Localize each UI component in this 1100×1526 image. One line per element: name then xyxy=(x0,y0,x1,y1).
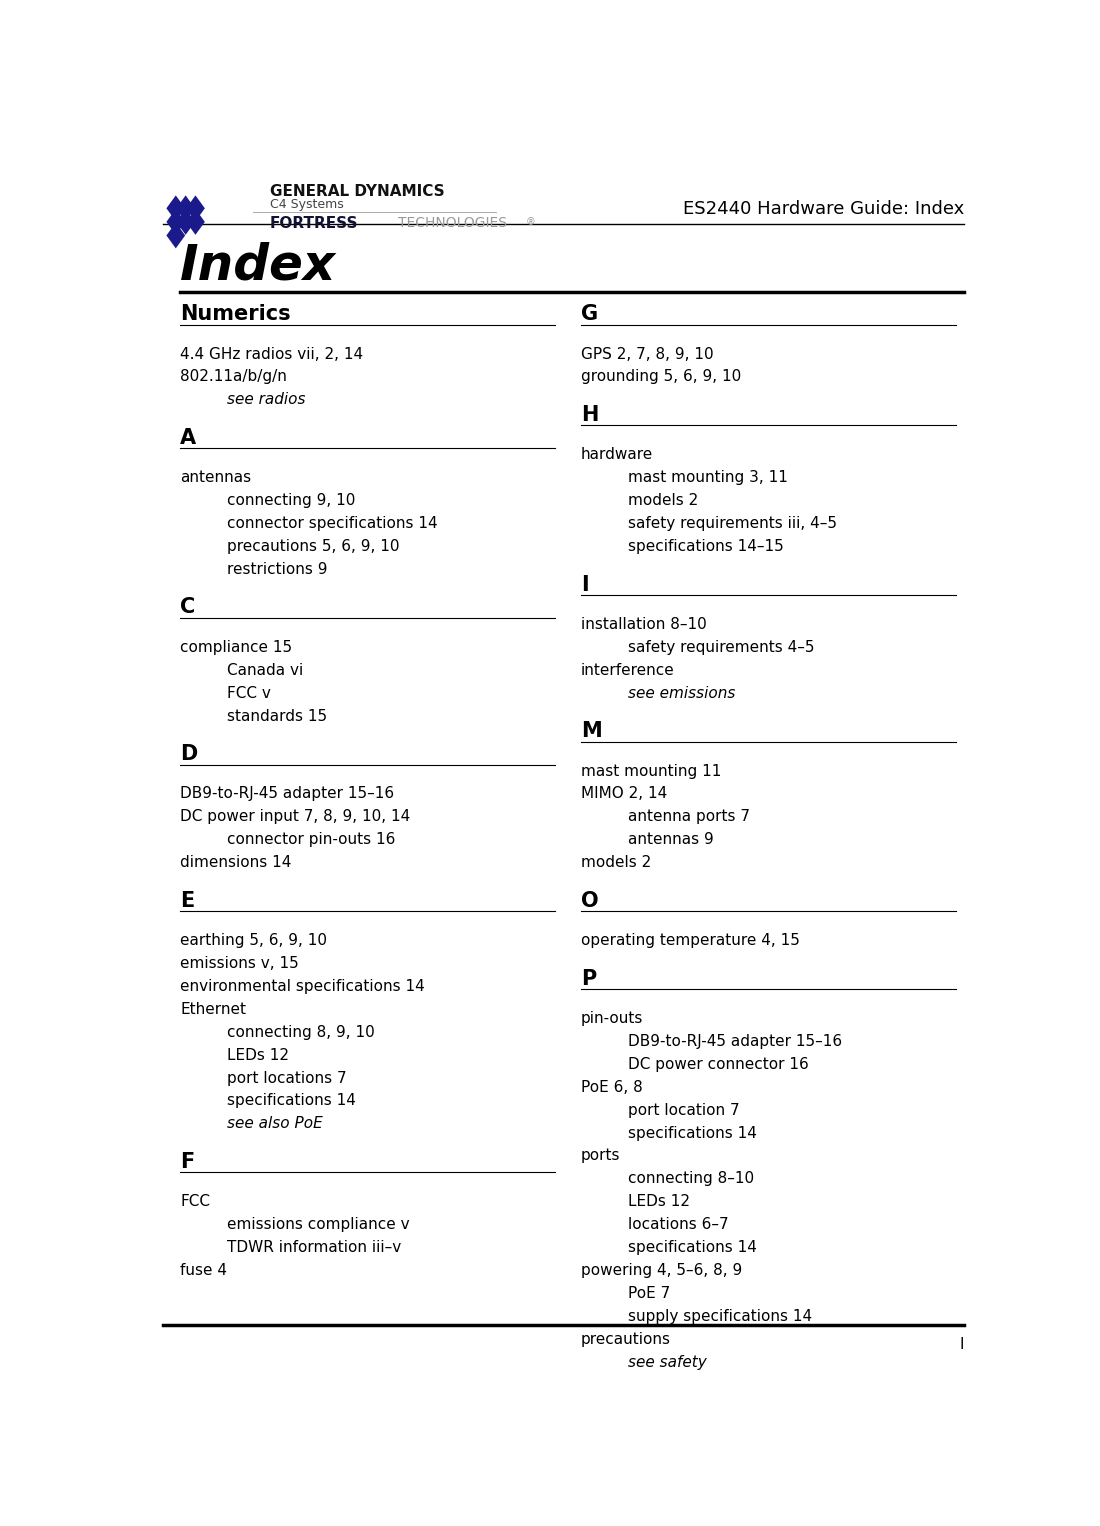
Text: F: F xyxy=(180,1152,195,1172)
Text: see emissions: see emissions xyxy=(628,685,735,700)
Text: TDWR information iii–v: TDWR information iii–v xyxy=(227,1241,402,1256)
Text: dimensions 14: dimensions 14 xyxy=(180,855,292,870)
Text: hardware: hardware xyxy=(581,447,653,462)
Text: models 2: models 2 xyxy=(581,855,651,870)
Text: powering 4, 5–6, 8, 9: powering 4, 5–6, 8, 9 xyxy=(581,1264,743,1279)
Text: LEDs 12: LEDs 12 xyxy=(628,1195,690,1209)
Text: environmental specifications 14: environmental specifications 14 xyxy=(180,980,425,993)
Text: GENERAL DYNAMICS: GENERAL DYNAMICS xyxy=(270,185,444,200)
Text: safety requirements iii, 4–5: safety requirements iii, 4–5 xyxy=(628,516,837,531)
Text: E: E xyxy=(180,891,195,911)
Text: emissions compliance v: emissions compliance v xyxy=(227,1218,409,1231)
Text: specifications 14–15: specifications 14–15 xyxy=(628,539,783,554)
Text: LEDs 12: LEDs 12 xyxy=(227,1048,289,1062)
Text: mast mounting 11: mast mounting 11 xyxy=(581,763,722,778)
Text: restrictions 9: restrictions 9 xyxy=(227,562,328,577)
Text: DB9-to-RJ-45 adapter 15–16: DB9-to-RJ-45 adapter 15–16 xyxy=(628,1035,842,1048)
Text: precautions: precautions xyxy=(581,1332,671,1347)
Text: TECHNOLOGIES: TECHNOLOGIES xyxy=(397,217,506,230)
Text: O: O xyxy=(581,891,598,911)
Text: see also PoE: see also PoE xyxy=(227,1117,322,1131)
Text: M: M xyxy=(581,722,602,742)
Text: 802.11a/b/g/n: 802.11a/b/g/n xyxy=(180,369,287,385)
Text: models 2: models 2 xyxy=(628,493,697,508)
Text: port location 7: port location 7 xyxy=(628,1103,739,1117)
Text: DC power connector 16: DC power connector 16 xyxy=(628,1058,808,1071)
Text: PoE 7: PoE 7 xyxy=(628,1286,670,1302)
Text: port locations 7: port locations 7 xyxy=(227,1071,346,1085)
Text: 4.4 GHz radios vii, 2, 14: 4.4 GHz radios vii, 2, 14 xyxy=(180,346,363,362)
Text: antennas 9: antennas 9 xyxy=(628,832,714,847)
Text: C: C xyxy=(180,598,196,618)
Text: D: D xyxy=(180,745,197,765)
Text: Ethernet: Ethernet xyxy=(180,1003,246,1016)
Text: Canada vi: Canada vi xyxy=(227,662,304,678)
Text: FCC: FCC xyxy=(180,1195,210,1209)
Text: specifications 14: specifications 14 xyxy=(628,1126,757,1140)
Text: supply specifications 14: supply specifications 14 xyxy=(628,1309,812,1325)
Text: ports: ports xyxy=(581,1149,620,1163)
Text: ®: ® xyxy=(526,218,535,227)
Text: interference: interference xyxy=(581,662,674,678)
Text: emissions v, 15: emissions v, 15 xyxy=(180,955,299,971)
Text: earthing 5, 6, 9, 10: earthing 5, 6, 9, 10 xyxy=(180,932,327,948)
Polygon shape xyxy=(166,195,185,221)
Polygon shape xyxy=(176,209,195,235)
Text: antenna ports 7: antenna ports 7 xyxy=(628,809,750,824)
Text: PoE 6, 8: PoE 6, 8 xyxy=(581,1080,642,1094)
Text: Numerics: Numerics xyxy=(180,304,290,324)
Text: ES2440 Hardware Guide: Index: ES2440 Hardware Guide: Index xyxy=(683,200,965,218)
Text: specifications 14: specifications 14 xyxy=(628,1241,757,1256)
Text: FCC v: FCC v xyxy=(227,685,271,700)
Text: standards 15: standards 15 xyxy=(227,708,327,723)
Text: mast mounting 3, 11: mast mounting 3, 11 xyxy=(628,470,788,485)
Text: installation 8–10: installation 8–10 xyxy=(581,617,706,632)
Text: connector pin-outs 16: connector pin-outs 16 xyxy=(227,832,395,847)
Text: operating temperature 4, 15: operating temperature 4, 15 xyxy=(581,932,800,948)
Text: connecting 8–10: connecting 8–10 xyxy=(628,1172,754,1186)
Text: GPS 2, 7, 8, 9, 10: GPS 2, 7, 8, 9, 10 xyxy=(581,346,714,362)
Text: safety requirements 4–5: safety requirements 4–5 xyxy=(628,639,814,655)
Polygon shape xyxy=(166,223,185,249)
Text: A: A xyxy=(180,427,196,447)
Polygon shape xyxy=(186,209,205,235)
Text: antennas: antennas xyxy=(180,470,251,485)
Text: locations 6–7: locations 6–7 xyxy=(628,1218,728,1231)
Polygon shape xyxy=(186,195,205,221)
Text: I: I xyxy=(581,574,589,595)
Text: connecting 8, 9, 10: connecting 8, 9, 10 xyxy=(227,1025,375,1039)
Text: connector specifications 14: connector specifications 14 xyxy=(227,516,438,531)
Text: Index: Index xyxy=(180,241,337,290)
Text: DC power input 7, 8, 9, 10, 14: DC power input 7, 8, 9, 10, 14 xyxy=(180,809,410,824)
Text: specifications 14: specifications 14 xyxy=(227,1094,356,1108)
Text: DB9-to-RJ-45 adapter 15–16: DB9-to-RJ-45 adapter 15–16 xyxy=(180,786,394,801)
Text: P: P xyxy=(581,969,596,989)
Text: H: H xyxy=(581,404,598,424)
Text: grounding 5, 6, 9, 10: grounding 5, 6, 9, 10 xyxy=(581,369,741,385)
Text: see radios: see radios xyxy=(227,392,306,407)
Text: C4 Systems: C4 Systems xyxy=(270,198,343,211)
Polygon shape xyxy=(176,195,195,221)
Text: compliance 15: compliance 15 xyxy=(180,639,293,655)
Text: connecting 9, 10: connecting 9, 10 xyxy=(227,493,355,508)
Text: MIMO 2, 14: MIMO 2, 14 xyxy=(581,786,667,801)
Text: G: G xyxy=(581,304,598,324)
Text: precautions 5, 6, 9, 10: precautions 5, 6, 9, 10 xyxy=(227,539,399,554)
Text: pin-outs: pin-outs xyxy=(581,1012,644,1025)
Text: I: I xyxy=(960,1337,965,1352)
Text: fuse 4: fuse 4 xyxy=(180,1264,227,1279)
Text: see safety: see safety xyxy=(628,1355,706,1370)
Polygon shape xyxy=(166,209,185,235)
Text: FORTRESS: FORTRESS xyxy=(270,215,359,230)
